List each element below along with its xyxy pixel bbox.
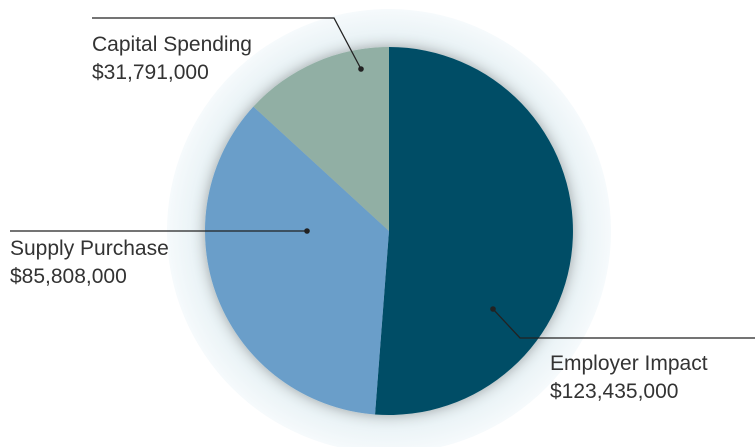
pie-slices	[204, 47, 573, 415]
leader-dot-employer-impact	[490, 306, 496, 312]
leader-lines	[10, 17, 755, 339]
slice-value-capital-spending: $31,791,000	[92, 61, 209, 84]
slice-value-supply-purchase: $85,808,000	[10, 265, 127, 288]
leader-line-capital-spending	[92, 17, 362, 70]
leader-dot-capital-spending	[358, 66, 364, 72]
leader-line-employer-impact	[492, 308, 755, 339]
slice-label-capital-spending: Capital Spending	[92, 33, 252, 56]
slice-label-supply-purchase: Supply Purchase	[10, 237, 169, 260]
pie-slice-capital-spending	[253, 47, 389, 231]
pie-slice-supply-purchase	[204, 106, 389, 415]
pie-slice-employer-impact	[375, 47, 573, 415]
slice-label-employer-impact: Employer Impact	[550, 352, 708, 375]
slice-labels: Employer Impact $123,435,000 Supply Purcha…	[10, 33, 708, 403]
leader-dot-supply-purchase	[304, 228, 310, 234]
slice-value-employer-impact: $123,435,000	[550, 380, 678, 403]
